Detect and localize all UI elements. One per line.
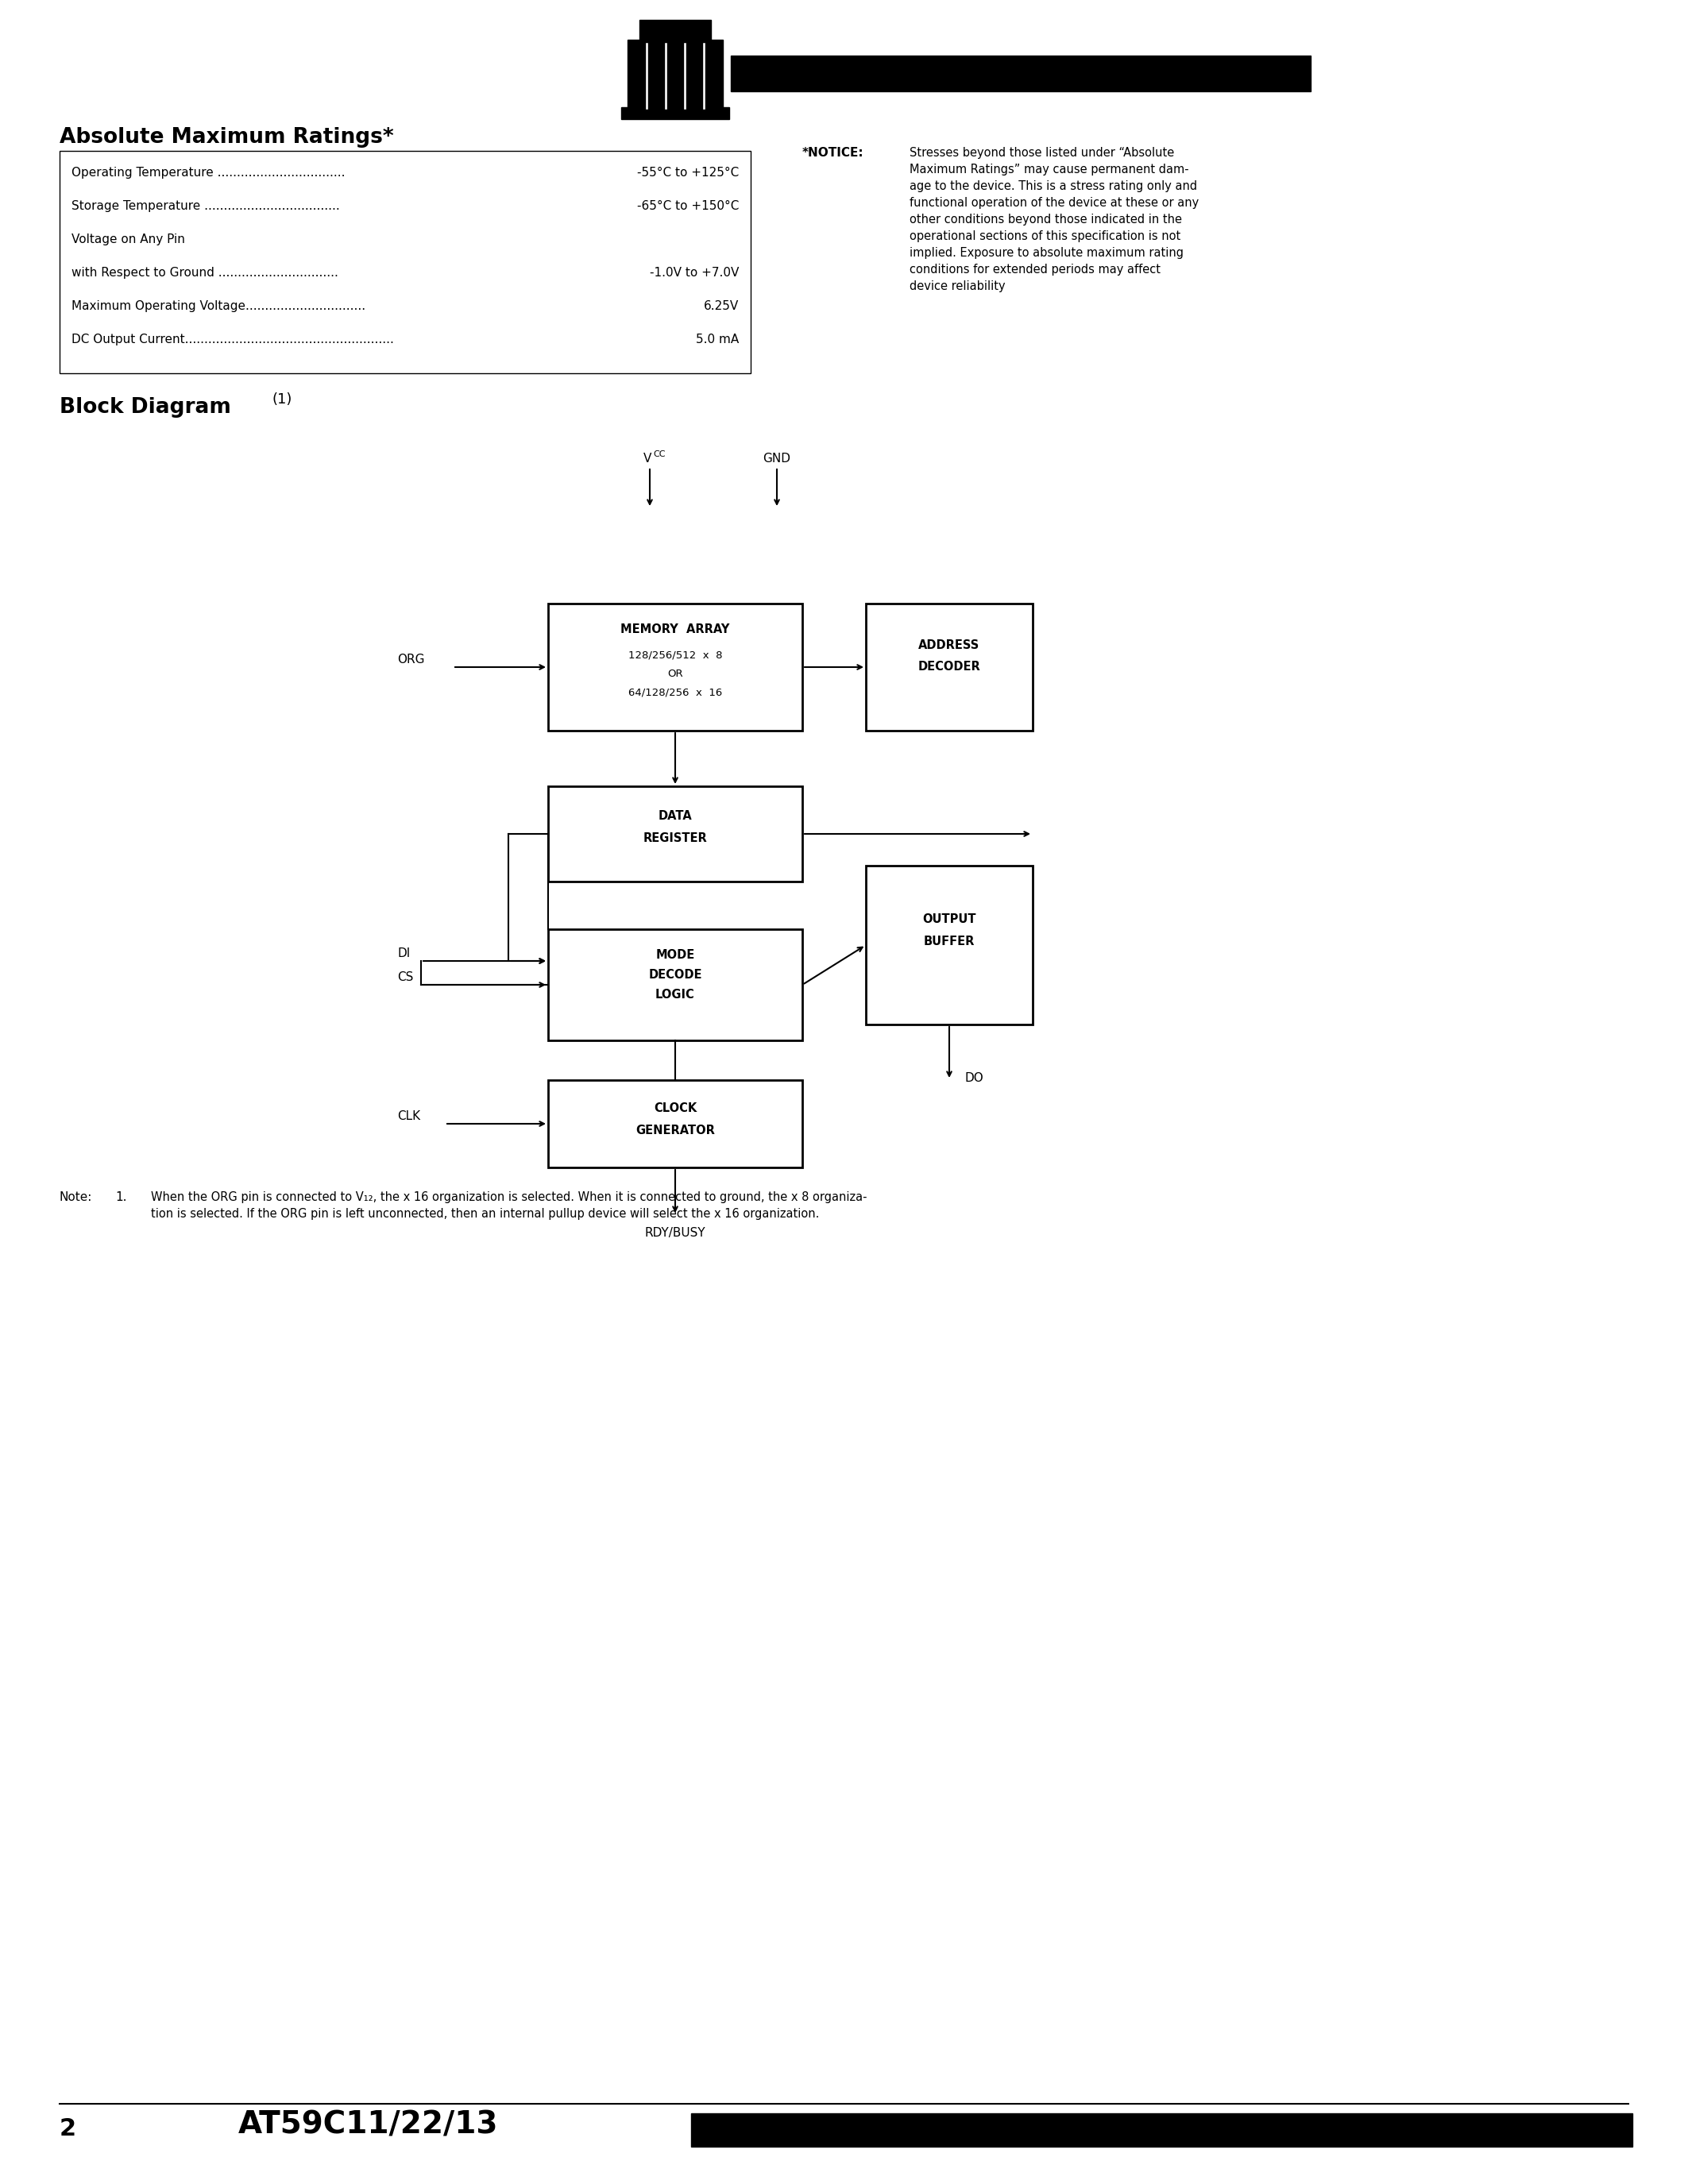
Text: CLOCK: CLOCK	[653, 1103, 697, 1114]
Text: Storage Temperature ...................................: Storage Temperature ....................…	[71, 201, 339, 212]
Text: GND: GND	[763, 452, 790, 465]
Text: When the ORG pin is connected to V₁₂, the x 16 organization is selected. When it: When the ORG pin is connected to V₁₂, th…	[150, 1190, 868, 1221]
Text: ORG: ORG	[397, 653, 425, 666]
Text: MEMORY  ARRAY: MEMORY ARRAY	[621, 622, 729, 636]
Text: Absolute Maximum Ratings*: Absolute Maximum Ratings*	[59, 127, 393, 149]
Text: -65°C to +150°C: -65°C to +150°C	[636, 201, 739, 212]
Text: -1.0V to +7.0V: -1.0V to +7.0V	[650, 266, 739, 280]
Text: CS: CS	[397, 972, 414, 983]
Text: 64/128/256  x  16: 64/128/256 x 16	[628, 688, 722, 697]
Bar	[640, 20, 711, 39]
Text: 6.25V: 6.25V	[704, 299, 739, 312]
Text: DECODER: DECODER	[918, 662, 981, 673]
Text: DATA: DATA	[658, 810, 692, 821]
Text: Operating Temperature .................................: Operating Temperature ..................…	[71, 166, 344, 179]
Bar	[663, 41, 667, 109]
Text: 2: 2	[59, 2116, 76, 2140]
Text: Stresses beyond those listed under “Absolute
Maximum Ratings” may cause permanen: Stresses beyond those listed under “Abso…	[910, 146, 1198, 293]
Text: AT59C11/22/13: AT59C11/22/13	[238, 2110, 498, 2140]
Text: 5.0 mA: 5.0 mA	[695, 334, 739, 345]
Text: DO: DO	[966, 1072, 984, 1083]
Bar	[866, 603, 1033, 732]
Text: 128/256/512  x  8: 128/256/512 x 8	[628, 649, 722, 660]
Text: GENERATOR: GENERATOR	[635, 1125, 716, 1136]
Bar	[690, 2114, 1632, 2147]
Bar	[731, 55, 1310, 92]
Bar	[684, 41, 687, 109]
Text: Block Diagram: Block Diagram	[59, 397, 231, 417]
Text: RDY/BUSY: RDY/BUSY	[645, 1227, 706, 1238]
Text: OUTPUT: OUTPUT	[922, 913, 976, 926]
Bar	[702, 41, 706, 109]
Bar	[621, 107, 729, 120]
Text: LOGIC: LOGIC	[655, 989, 695, 1000]
Text: -55°C to +125°C: -55°C to +125°C	[636, 166, 739, 179]
Bar	[645, 41, 648, 109]
Text: BUFFER: BUFFER	[923, 935, 976, 948]
Bar	[59, 151, 751, 373]
Text: V: V	[643, 452, 652, 465]
Text: DC Output Current......................................................: DC Output Current.......................…	[71, 334, 393, 345]
Bar	[549, 1081, 802, 1168]
Text: CC: CC	[653, 450, 665, 459]
Text: REGISTER: REGISTER	[643, 832, 707, 845]
Text: DI: DI	[397, 948, 410, 959]
Bar	[549, 786, 802, 882]
Text: Note:: Note:	[59, 1190, 93, 1203]
Text: (1): (1)	[272, 393, 292, 406]
Text: with Respect to Ground ...............................: with Respect to Ground .................…	[71, 266, 338, 280]
Text: Maximum Operating Voltage...............................: Maximum Operating Voltage...............…	[71, 299, 366, 312]
Text: CLK: CLK	[397, 1109, 420, 1123]
Text: DECODE: DECODE	[648, 970, 702, 981]
Bar	[866, 865, 1033, 1024]
Text: OR: OR	[667, 668, 684, 679]
Bar	[549, 603, 802, 732]
Text: ADDRESS: ADDRESS	[918, 640, 981, 651]
Text: 1.: 1.	[115, 1190, 127, 1203]
Text: MODE: MODE	[655, 950, 695, 961]
Text: *NOTICE:: *NOTICE:	[802, 146, 864, 159]
Bar	[628, 39, 722, 111]
Bar	[549, 928, 802, 1040]
Text: Voltage on Any Pin: Voltage on Any Pin	[71, 234, 186, 245]
